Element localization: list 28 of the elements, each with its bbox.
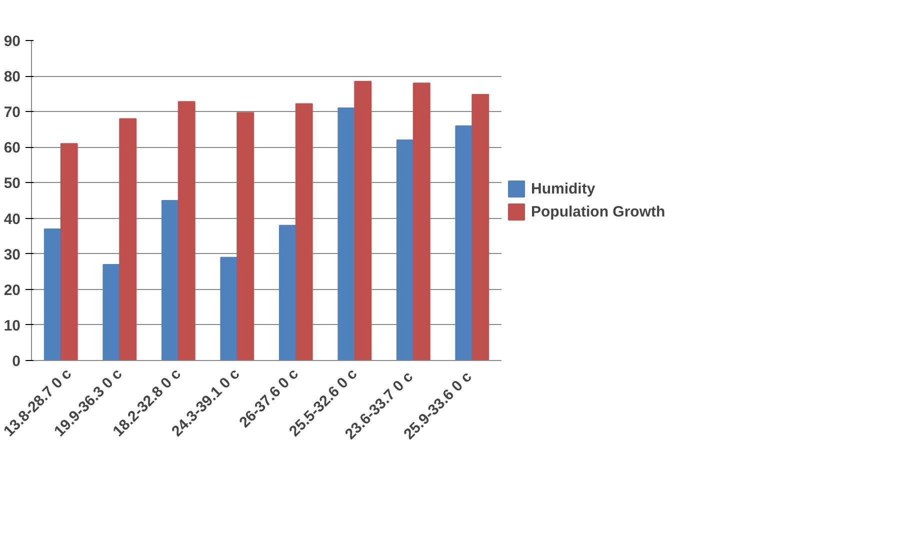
bar: [278, 224, 296, 360]
bar: [396, 140, 414, 360]
y-tick-label: 60: [4, 140, 21, 157]
y-tick-label: 70: [4, 104, 21, 122]
y-tick-label: 40: [4, 210, 21, 228]
bar: [472, 94, 490, 360]
y-tick-label: 10: [4, 317, 21, 334]
y-tick-label: 80: [4, 68, 21, 86]
bar: [220, 256, 238, 360]
y-tick-label: 20: [4, 282, 21, 299]
bar: [119, 118, 137, 360]
bar: [412, 82, 430, 360]
legend-label: Population Growth: [531, 203, 666, 220]
bar: [354, 80, 372, 360]
y-tick-label: 90: [4, 33, 21, 50]
bar: [161, 200, 179, 360]
y-tick-label: 30: [4, 246, 21, 264]
y-tick-label: 50: [4, 175, 21, 192]
bar: [338, 108, 356, 360]
bar: [295, 103, 313, 360]
bar: [102, 264, 120, 360]
y-tick-label: 0: [12, 353, 20, 370]
bar: [236, 112, 254, 360]
bar: [178, 101, 196, 360]
bar: [60, 143, 78, 360]
bar: [44, 228, 62, 360]
legend-label: Humidity: [531, 180, 596, 197]
bar: [455, 125, 473, 360]
